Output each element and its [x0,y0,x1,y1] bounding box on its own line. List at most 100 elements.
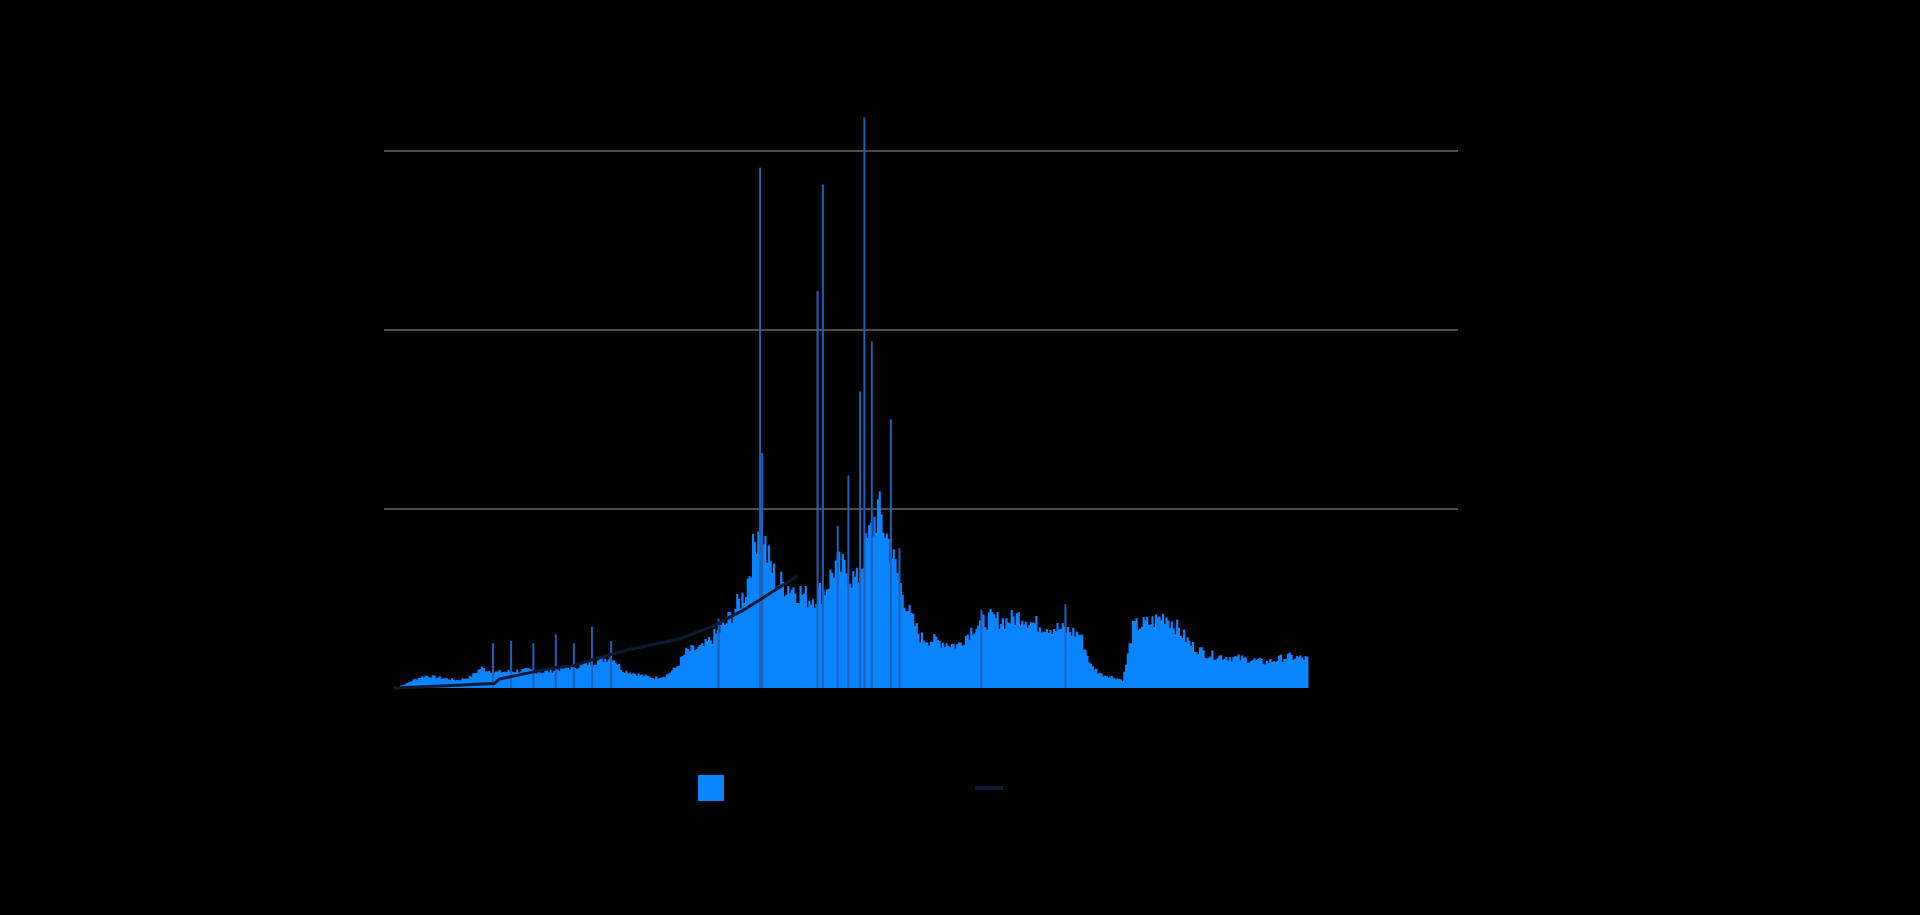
bar-376 [1054,631,1057,688]
bar-341 [993,614,996,688]
bar-187 [722,622,725,688]
bar-348 [1005,618,1008,688]
bar-366 [1037,631,1040,688]
bar-498 [1269,659,1272,688]
bar-297 [915,623,918,688]
bar-256 [843,559,846,688]
bar-442 [1170,621,1173,688]
bar-158 [671,670,674,688]
bar-434 [1156,617,1159,688]
bar-111 [588,660,591,688]
bar-342 [994,618,997,688]
bar-304 [927,645,931,688]
bar-68 [512,672,515,688]
bar-391 [1081,634,1084,688]
bar-125 [612,660,616,688]
bar-511 [1292,659,1295,688]
bar-286 [896,573,899,688]
bar-202 [748,576,751,688]
legend [0,772,1920,802]
bar-315 [947,645,950,688]
bar-225 [788,593,792,688]
bar-273 [873,516,876,688]
bar-395 [1088,662,1091,688]
bar-168 [688,650,691,688]
bar-433 [1154,614,1158,688]
bar-414 [1121,681,1124,688]
bar-181 [711,643,714,688]
bar-466 [1213,659,1216,688]
bar-224 [787,586,790,688]
bar-25 [436,677,440,688]
bar-146 [649,677,653,688]
bar-48 [477,669,480,688]
bar-313 [943,647,946,688]
line-0 [392,574,799,690]
bar-74 [523,668,526,688]
bar-389 [1077,634,1080,688]
bar-280 [885,533,888,688]
bar-98 [565,667,568,688]
bar-12 [414,678,417,688]
bar-328 [970,627,973,688]
bar-435 [1158,616,1161,688]
bar-22 [431,675,434,688]
bar-126 [614,663,617,688]
bar-104 [576,669,579,688]
bar-425 [1140,626,1144,688]
bar-127 [616,664,619,688]
bar-440 [1167,620,1170,688]
bar-212 [766,562,769,688]
bar-405 [1105,676,1108,688]
bar-174 [699,645,702,688]
bar-296 [913,626,917,688]
bar-149 [655,676,658,688]
bar-130 [621,671,624,688]
bar-426 [1142,617,1145,688]
bar-262 [854,577,857,688]
bar-502 [1276,660,1279,688]
bar-228 [794,593,797,688]
bar-260 [850,587,853,688]
bar-505 [1281,662,1284,688]
bar-277 [880,514,883,688]
bar-423 [1137,630,1140,688]
bar-239 [813,607,816,688]
bar-371 [1045,629,1049,688]
gridlines [384,150,1458,510]
bar-513 [1295,655,1298,688]
bar-415 [1123,671,1126,688]
bar-450 [1184,641,1188,688]
bar-421 [1133,621,1136,688]
bar-61 [500,672,503,688]
bar-69 [514,672,517,688]
bar-264 [857,582,860,688]
bar-310 [938,641,941,688]
bar-109 [584,661,587,688]
bar-509 [1288,652,1291,688]
bar-64 [505,671,508,688]
bar-9 [408,682,411,688]
bar-110 [586,665,589,688]
bar-62 [502,672,505,688]
bar-105 [577,667,580,688]
bar-323 [961,645,964,688]
bar-268 [864,533,867,688]
bar-428 [1146,616,1149,688]
bar-503 [1278,655,1281,688]
bar-298 [917,633,920,688]
bar-311 [940,647,943,688]
bar-201 [746,578,749,688]
bar-19 [426,675,429,688]
bar-478 [1234,656,1237,688]
bar-367 [1038,627,1041,688]
bar-419 [1130,643,1133,688]
bar-424 [1139,628,1142,688]
bar-436 [1160,620,1163,688]
bar-17 [422,677,426,688]
bar-95 [560,666,563,688]
bar-316 [949,647,952,688]
bar-322 [959,642,962,688]
bar-407 [1109,676,1112,688]
bar-254 [839,571,843,688]
